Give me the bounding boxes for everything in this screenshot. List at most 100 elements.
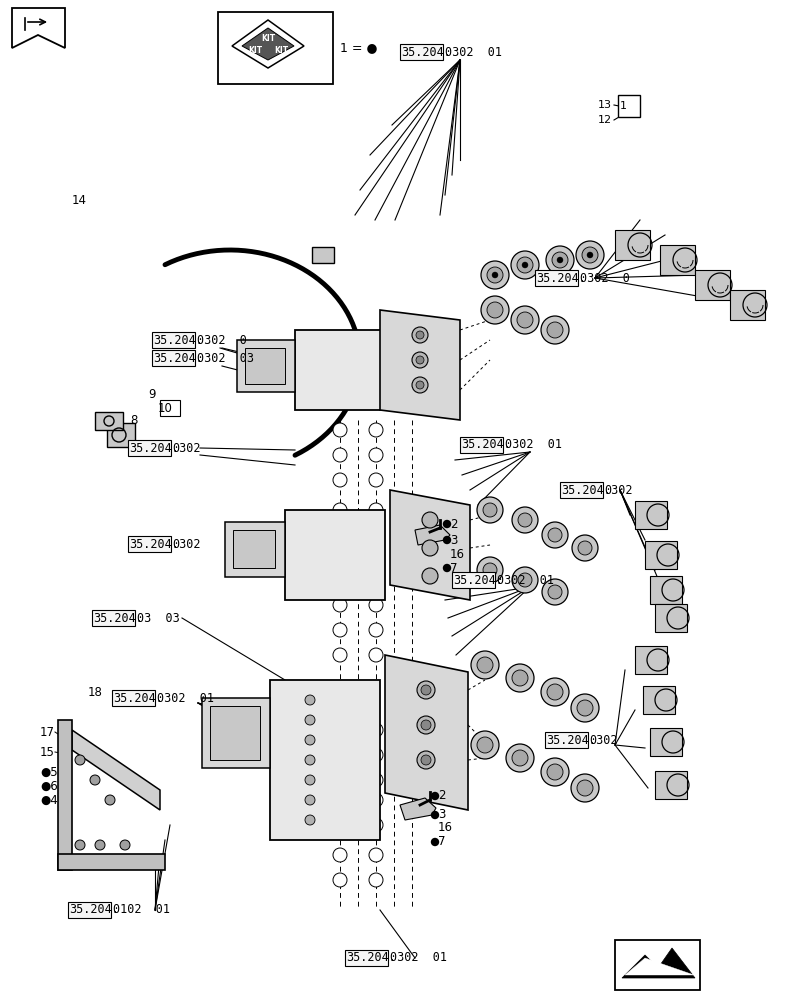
- Circle shape: [545, 246, 573, 274]
- Circle shape: [368, 773, 383, 787]
- Circle shape: [541, 579, 568, 605]
- Polygon shape: [400, 798, 436, 820]
- Circle shape: [411, 377, 427, 393]
- Text: 1 = ●: 1 = ●: [340, 42, 377, 55]
- Bar: [217, 12, 333, 84]
- Circle shape: [368, 598, 383, 612]
- Circle shape: [415, 381, 423, 389]
- Circle shape: [581, 247, 597, 263]
- Text: 35.204.: 35.204.: [129, 538, 178, 550]
- Circle shape: [476, 497, 502, 523]
- Bar: [659, 245, 694, 275]
- Text: 7: 7: [449, 562, 457, 574]
- Text: 35.204.: 35.204.: [461, 438, 510, 452]
- Circle shape: [431, 792, 438, 799]
- Circle shape: [368, 623, 383, 637]
- Text: 0302: 0302: [173, 442, 201, 454]
- Text: 35.204.: 35.204.: [93, 611, 143, 624]
- Circle shape: [470, 651, 499, 679]
- Text: 14: 14: [72, 194, 87, 207]
- Text: ●5: ●5: [40, 765, 58, 778]
- Circle shape: [556, 257, 562, 263]
- Bar: [68, 902, 110, 918]
- Text: 1: 1: [620, 101, 626, 111]
- Circle shape: [368, 873, 383, 887]
- Circle shape: [368, 503, 383, 517]
- Bar: [642, 686, 674, 714]
- Circle shape: [510, 251, 539, 279]
- Text: 10: 10: [158, 401, 173, 414]
- Circle shape: [483, 503, 496, 517]
- Circle shape: [517, 573, 531, 587]
- Bar: [270, 680, 380, 840]
- Circle shape: [540, 678, 569, 706]
- Text: 0302: 0302: [173, 538, 201, 550]
- Circle shape: [333, 848, 346, 862]
- Bar: [210, 706, 260, 760]
- Circle shape: [368, 448, 383, 462]
- Circle shape: [333, 773, 346, 787]
- Circle shape: [333, 423, 346, 437]
- Circle shape: [305, 735, 315, 745]
- Circle shape: [505, 664, 534, 692]
- Polygon shape: [621, 948, 694, 978]
- Circle shape: [570, 694, 599, 722]
- Bar: [345, 950, 387, 966]
- Circle shape: [411, 352, 427, 368]
- Bar: [649, 728, 681, 756]
- Circle shape: [333, 573, 346, 587]
- Bar: [237, 340, 294, 392]
- Text: 3: 3: [449, 534, 457, 546]
- Circle shape: [305, 815, 315, 825]
- Circle shape: [422, 540, 437, 556]
- Polygon shape: [58, 854, 165, 870]
- Bar: [649, 576, 681, 604]
- Text: 18: 18: [88, 686, 103, 698]
- Bar: [634, 646, 666, 674]
- Polygon shape: [624, 958, 693, 975]
- Circle shape: [431, 811, 438, 818]
- Text: KIT: KIT: [247, 46, 262, 55]
- Circle shape: [305, 755, 315, 765]
- Text: 35.204.: 35.204.: [560, 484, 610, 496]
- Text: 7: 7: [437, 835, 445, 848]
- Bar: [285, 510, 384, 600]
- Text: KIT: KIT: [273, 46, 288, 55]
- Bar: [294, 330, 394, 410]
- Text: 17: 17: [40, 726, 55, 738]
- Circle shape: [305, 775, 315, 785]
- Polygon shape: [384, 655, 467, 810]
- Polygon shape: [232, 20, 303, 68]
- Circle shape: [417, 751, 435, 769]
- Circle shape: [512, 670, 527, 686]
- Circle shape: [333, 723, 346, 737]
- Circle shape: [547, 528, 561, 542]
- Circle shape: [547, 322, 562, 338]
- Circle shape: [571, 535, 597, 561]
- Circle shape: [586, 252, 592, 258]
- Circle shape: [411, 327, 427, 343]
- Circle shape: [505, 744, 534, 772]
- Polygon shape: [414, 525, 449, 545]
- Circle shape: [476, 737, 492, 753]
- Circle shape: [368, 723, 383, 737]
- Bar: [128, 440, 170, 456]
- Polygon shape: [389, 490, 470, 600]
- Bar: [544, 732, 587, 748]
- Text: ●6: ●6: [40, 779, 58, 792]
- Bar: [311, 247, 333, 263]
- Bar: [160, 400, 180, 416]
- Bar: [644, 541, 676, 569]
- Text: 13: 13: [597, 100, 611, 110]
- Circle shape: [547, 764, 562, 780]
- Circle shape: [517, 513, 531, 527]
- Circle shape: [540, 758, 569, 786]
- Bar: [202, 698, 270, 768]
- Bar: [233, 530, 275, 568]
- Circle shape: [480, 261, 508, 289]
- Text: 0302  01: 0302 01: [444, 46, 501, 59]
- Text: 35.204.: 35.204.: [113, 692, 163, 704]
- Text: 12: 12: [597, 115, 611, 125]
- Bar: [460, 437, 502, 453]
- Circle shape: [95, 840, 105, 850]
